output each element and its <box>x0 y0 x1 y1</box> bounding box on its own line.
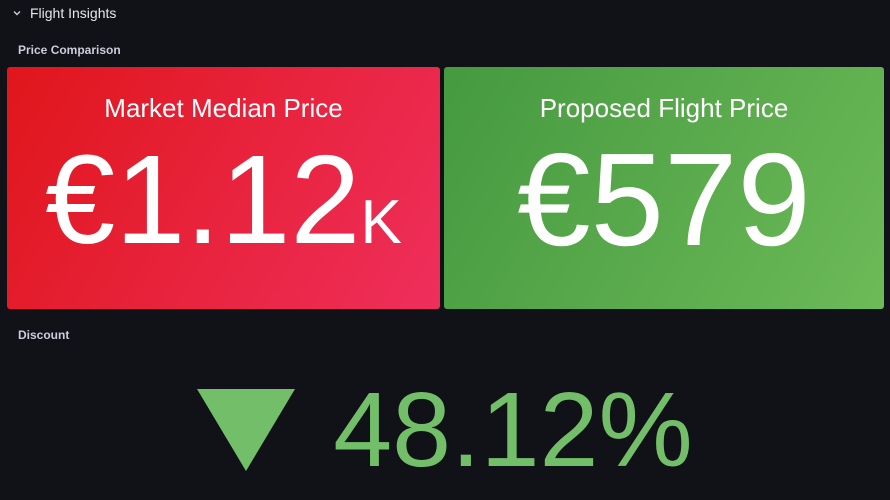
suffix: K <box>360 188 402 257</box>
stat-title: Market Median Price <box>104 93 343 123</box>
stat-tile: Market Median Price €1.12K <box>7 67 440 309</box>
prefix: € <box>45 129 116 270</box>
panel-title: Price Comparison <box>18 43 121 57</box>
value: 48.12 <box>333 370 599 489</box>
stat-title: Proposed Flight Price <box>539 93 789 123</box>
stat-value: €579 <box>517 134 811 266</box>
row-header[interactable]: Flight Insights <box>12 4 116 22</box>
row-title: Flight Insights <box>30 5 117 21</box>
prefix: € <box>517 126 591 273</box>
down-arrow-icon <box>197 389 296 471</box>
discount-stat: 48.12% <box>0 365 890 495</box>
stat-tile: Proposed Flight Price €579 <box>444 67 884 309</box>
stat-value: €1.12K <box>45 135 402 288</box>
value: 1.12 <box>115 129 361 270</box>
suffix: % <box>598 370 693 489</box>
value: 579 <box>590 126 811 273</box>
panel-title: Discount <box>18 328 70 342</box>
chevron-icon <box>13 11 21 16</box>
stat-value: 48.12% <box>333 370 693 491</box>
